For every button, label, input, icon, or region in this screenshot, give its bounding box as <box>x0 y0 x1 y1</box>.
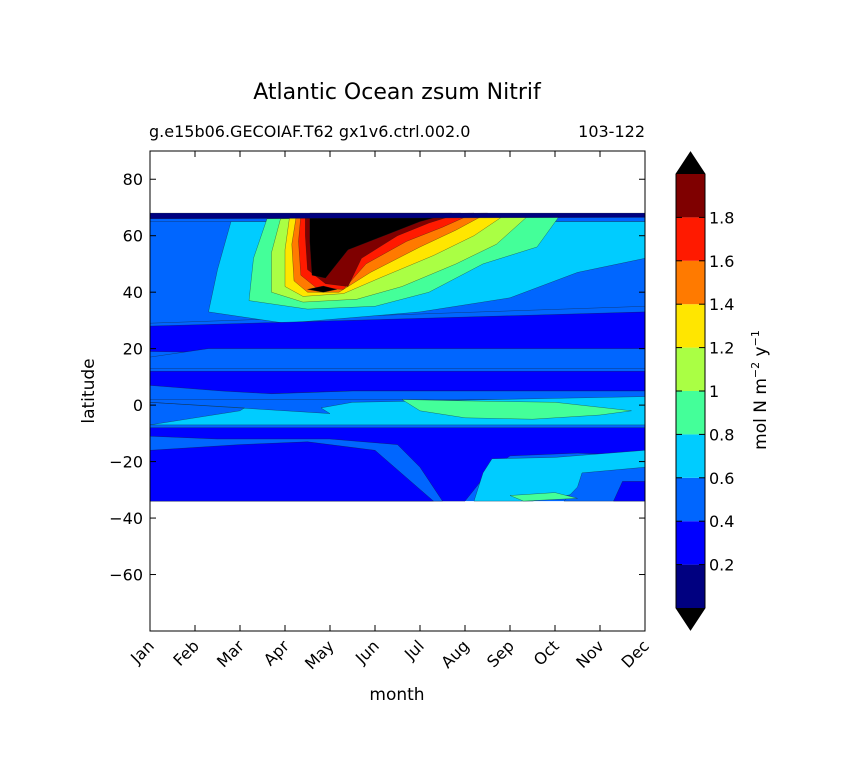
colorbar-label: mol N m−2 y−1 <box>749 330 771 450</box>
y-tick-label: 60 <box>123 227 143 246</box>
x-tick-label: Aug <box>437 636 473 672</box>
chart-subtitle-left: g.e15b06.GECOIAF.T62 gx1v6.ctrl.002.0 <box>149 122 470 141</box>
x-axis-label: month <box>369 685 424 705</box>
plot-frame <box>149 150 646 632</box>
colorbar-segment <box>676 434 705 478</box>
x-tick-label: Sep <box>483 636 518 671</box>
colorbar-segment <box>676 391 705 435</box>
colorbar-segment <box>676 304 705 348</box>
y-tick-label: −60 <box>109 566 143 585</box>
y-axis: 80 60 40 20 0 −20 −40 −60 <box>109 170 645 585</box>
colorbar-tick-label: 1.4 <box>709 295 734 314</box>
y-tick-label: 20 <box>123 340 143 359</box>
colorbar-outline <box>675 151 706 631</box>
colorbar-extend-bottom <box>676 608 705 630</box>
colorbar: 0.2 0.4 0.6 0.8 1 1.2 1.4 1.6 1.8 <box>675 151 734 631</box>
x-tick-label: Apr <box>260 636 293 669</box>
colorbar-segment <box>676 564 705 608</box>
y-tick-label: 0 <box>133 396 143 415</box>
colorbar-extend-top <box>676 152 705 174</box>
colorbar-label-exp2: −1 <box>749 330 762 346</box>
colorbar-label-main: mol N m <box>751 378 771 450</box>
x-tick-label: Jul <box>400 636 428 664</box>
x-tick-label: May <box>301 636 338 673</box>
colorbar-segment <box>676 347 705 391</box>
y-tick-label: −20 <box>109 453 143 472</box>
colorbar-label-mid: y <box>751 346 771 361</box>
x-tick-label: Jun <box>351 636 383 668</box>
colorbar-segment <box>676 521 705 565</box>
colorbar-tick-label: 1.6 <box>709 252 734 271</box>
x-tick-label: Feb <box>169 636 202 669</box>
colorbar-segment <box>676 174 705 218</box>
colorbar-segment <box>676 217 705 261</box>
colorbar-tick-label: 1 <box>709 382 719 401</box>
y-tick-label: −40 <box>109 509 143 528</box>
y-tick-label: 80 <box>123 170 143 189</box>
contour-region-tropical-band-0.4 <box>150 385 645 400</box>
colorbar-tick-label: 0.2 <box>709 556 734 575</box>
x-tick-label: Nov <box>572 636 608 672</box>
contour-region-south-0.2-patch <box>613 481 645 502</box>
colorbar-tick-label: 1.8 <box>709 208 734 227</box>
colorbar-tick-label: 0.8 <box>709 425 734 444</box>
x-tick-label: Oct <box>530 636 563 669</box>
contour-region-south-0.2-core <box>150 441 435 502</box>
colorbar-tick-label: 0.4 <box>709 512 734 531</box>
colorbar-label-exp1: −2 <box>749 362 762 378</box>
contour-region-mid-band-tropical <box>150 348 645 369</box>
colorbar-tick-label: 1.2 <box>709 339 734 358</box>
colorbar-segment <box>676 477 705 522</box>
x-tick-label: Dec <box>617 636 652 671</box>
colorbar-tick-label: 0.6 <box>709 469 734 488</box>
contour-field <box>150 212 645 502</box>
chart-title: Atlantic Ocean zsum Nitrif <box>253 80 542 105</box>
y-tick-label: 40 <box>123 283 143 302</box>
chart-subtitle-right: 103-122 <box>578 122 645 141</box>
y-axis-label: latitude <box>79 358 99 423</box>
contour-region-northern-peak-lobe <box>307 285 337 293</box>
colorbar-segment <box>676 260 705 305</box>
contour-region-north-edge-strip <box>150 212 645 220</box>
x-tick-label: Mar <box>213 636 248 671</box>
x-tick-label: Jan <box>126 636 158 668</box>
contour-region-south-0.8-sliver <box>509 492 578 502</box>
contour-region-equatorial-0.8 <box>401 399 632 420</box>
